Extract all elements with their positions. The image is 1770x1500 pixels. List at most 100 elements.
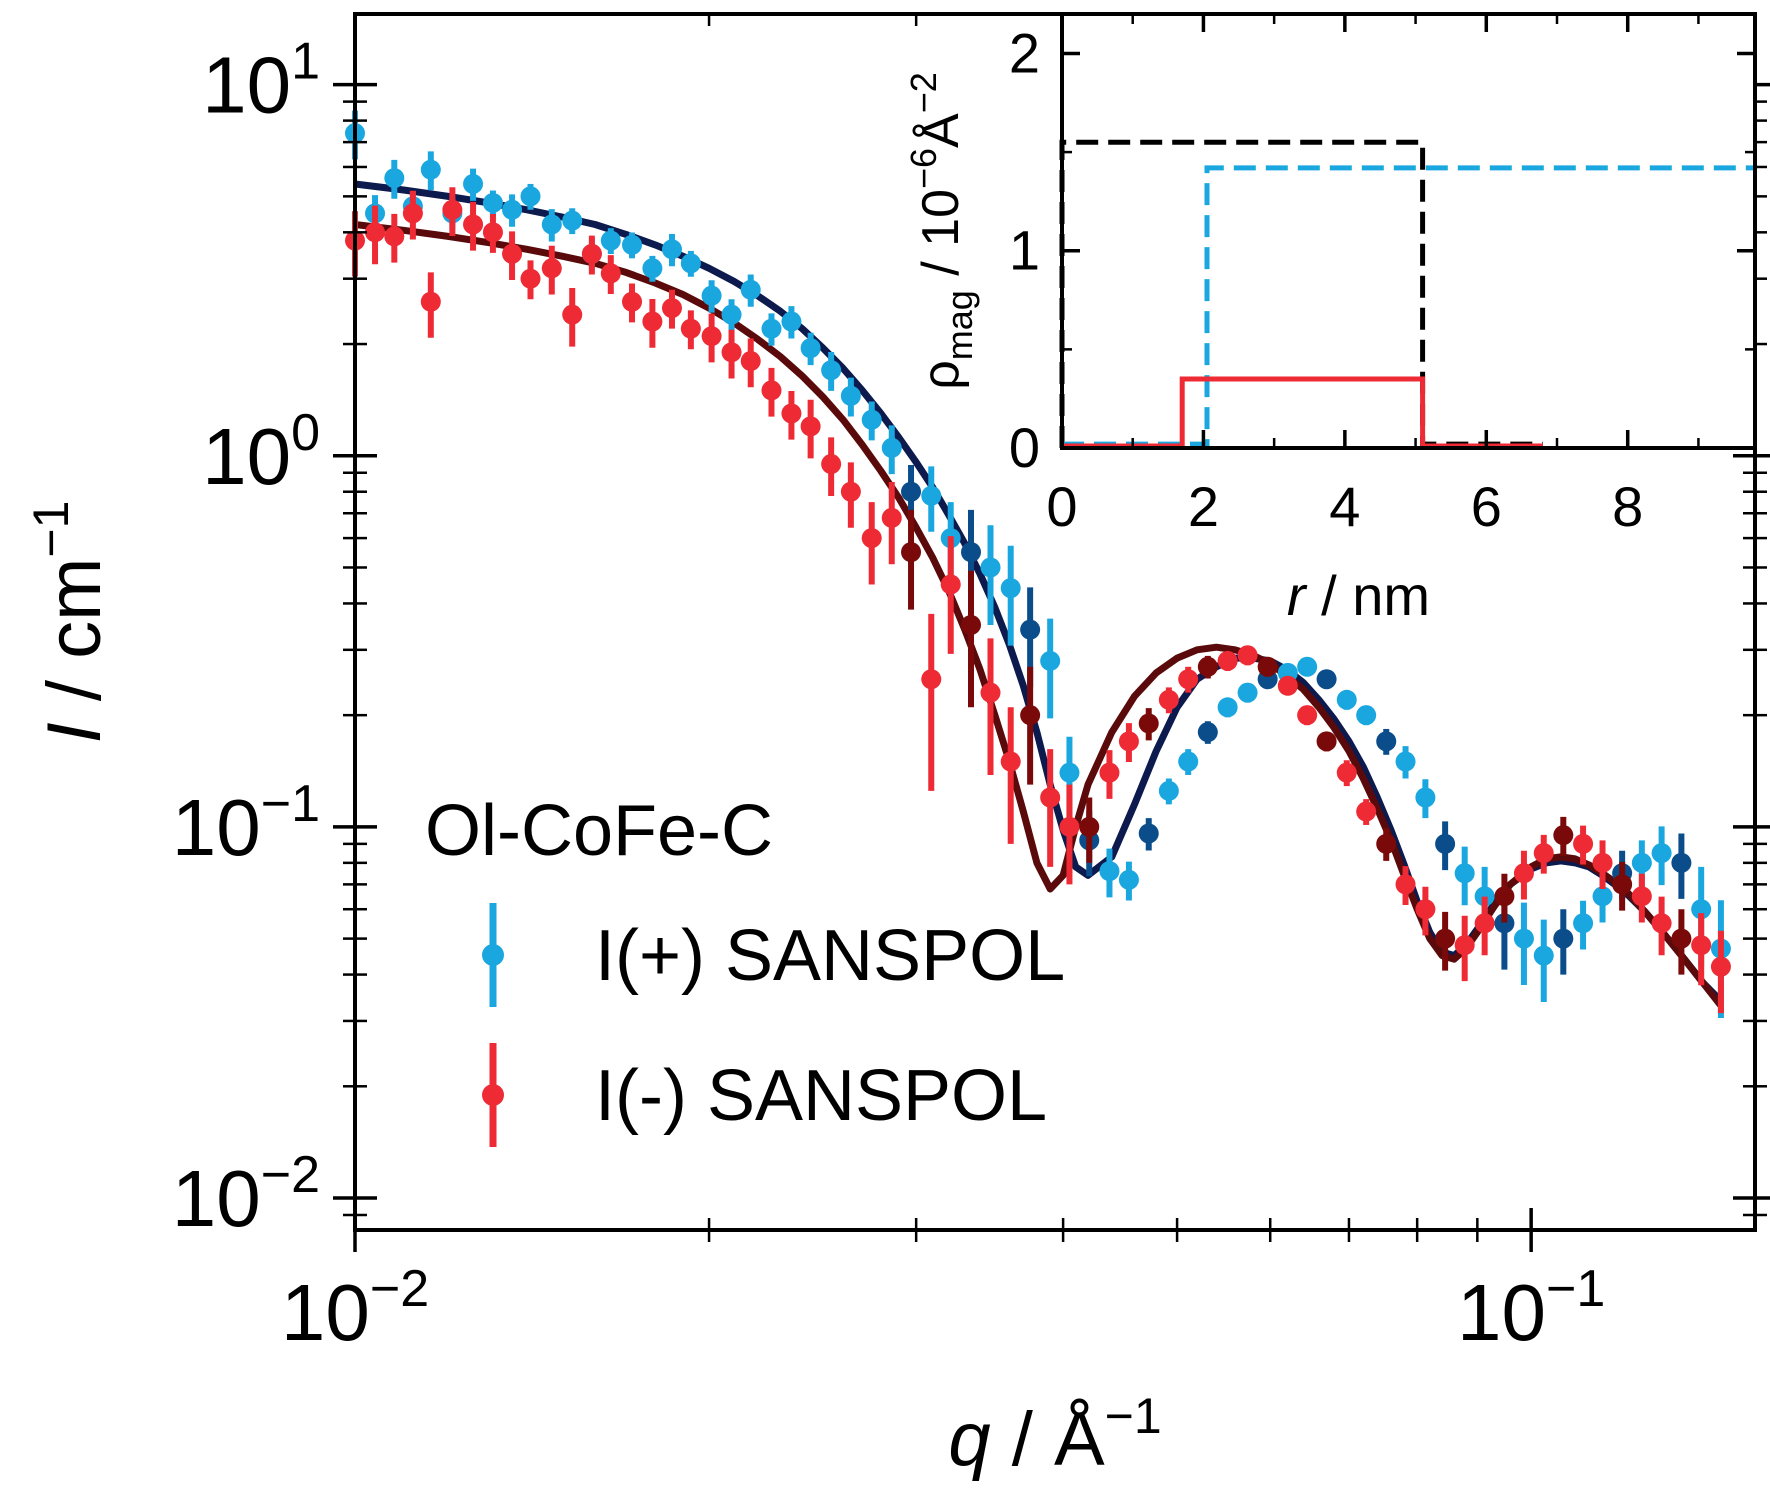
data-point-plus xyxy=(600,228,621,255)
marker xyxy=(502,199,523,220)
data-point-plus xyxy=(761,313,782,346)
marker xyxy=(781,311,802,332)
data-point-minus xyxy=(420,272,441,338)
data-point-plus xyxy=(1454,846,1475,906)
y-tick-label-exponent: −1 xyxy=(261,775,320,833)
marker xyxy=(821,454,842,475)
inset-frame xyxy=(1060,12,1757,450)
marker xyxy=(1454,935,1475,956)
marker xyxy=(1217,697,1238,718)
marker xyxy=(1612,874,1633,895)
marker xyxy=(1000,751,1021,772)
data-point-minus xyxy=(502,231,523,281)
data-point-plus xyxy=(840,377,861,417)
data-point-minus xyxy=(1217,650,1238,671)
x-axis-variable: q xyxy=(948,1397,990,1482)
marker xyxy=(1197,656,1218,677)
marker xyxy=(1573,833,1594,854)
data-point-plus xyxy=(1099,848,1120,898)
data-point-minus xyxy=(1000,707,1021,844)
marker xyxy=(1691,899,1712,920)
data-point-plus xyxy=(800,332,821,366)
data-point-minus xyxy=(1710,930,1731,1014)
marker xyxy=(642,258,663,279)
marker xyxy=(520,268,541,289)
data-point-plus xyxy=(1671,833,1692,899)
inset-plot: 0 2 4 6 8 0 1 2 r / nm ρmag / 10−6Å−2 xyxy=(903,12,1757,627)
legend-marker-plus xyxy=(482,903,504,1007)
data-point-minus xyxy=(1533,834,1554,874)
marker xyxy=(1553,825,1574,846)
marker xyxy=(1178,669,1199,690)
data-point-minus xyxy=(1356,799,1377,825)
data-point-minus xyxy=(1138,708,1159,741)
marker xyxy=(502,243,523,264)
data-point-minus xyxy=(1691,913,1712,986)
data-point-plus xyxy=(482,190,503,217)
marker xyxy=(1336,689,1357,710)
data-point-plus xyxy=(463,168,484,201)
data-point-plus xyxy=(721,299,742,332)
marker xyxy=(1651,913,1672,934)
inset-x-tick-label: 0 xyxy=(1046,475,1077,538)
data-point-plus xyxy=(384,159,405,199)
data-point-minus xyxy=(1158,687,1179,714)
inset-y-unit2: Å xyxy=(912,113,970,148)
data-point-plus xyxy=(861,401,882,441)
data-point-minus xyxy=(881,481,902,565)
marker xyxy=(980,557,1001,578)
marker xyxy=(821,360,842,381)
marker xyxy=(680,253,701,274)
marker xyxy=(622,291,643,312)
data-point-plus xyxy=(622,232,643,259)
data-point-minus xyxy=(520,260,541,300)
inset-y-tick-label: 1 xyxy=(1009,219,1040,282)
marker xyxy=(740,351,761,372)
data-point-plus xyxy=(502,194,523,227)
marker xyxy=(1316,669,1337,690)
data-point-minus xyxy=(1197,655,1218,679)
data-point-plus xyxy=(420,151,441,191)
data-point-plus xyxy=(1217,697,1238,718)
y-tick-label-base: 10 xyxy=(202,41,291,130)
marker xyxy=(541,258,562,279)
x-axis-unit-exponent: −1 xyxy=(1105,1388,1162,1444)
legend: Ol-CoFe-C I(+) SANSPOL I(-) SANSPOL xyxy=(425,791,1065,1147)
marker xyxy=(1020,619,1041,640)
marker xyxy=(1197,722,1218,743)
data-point-minus xyxy=(721,329,742,379)
data-point-plus xyxy=(1513,902,1534,985)
marker xyxy=(1592,886,1613,907)
data-point-minus xyxy=(901,509,922,610)
data-point-plus xyxy=(541,209,562,242)
data-point-minus xyxy=(1277,675,1298,696)
marker xyxy=(881,507,902,528)
data-point-minus xyxy=(442,187,463,236)
inset-y-unit2-exponent: −2 xyxy=(903,72,944,113)
data-point-plus xyxy=(1118,861,1139,901)
marker xyxy=(482,222,503,243)
data-point-plus xyxy=(821,351,842,391)
data-point-plus xyxy=(520,183,541,210)
data-point-plus xyxy=(1316,669,1337,690)
marker xyxy=(921,485,942,506)
marker xyxy=(482,192,503,213)
data-point-plus xyxy=(1040,618,1061,719)
x-tick-label-base: 10 xyxy=(281,1268,370,1357)
marker xyxy=(721,342,742,363)
data-point-minus xyxy=(581,235,602,275)
inset-tick-labels: 0 2 4 6 8 0 1 2 xyxy=(1009,21,1643,538)
data-point-minus xyxy=(1651,896,1672,956)
y-tick-label-base: 10 xyxy=(202,412,291,501)
marker xyxy=(1454,863,1475,884)
marker xyxy=(1020,705,1041,726)
marker xyxy=(680,318,701,339)
marker xyxy=(1435,833,1456,854)
data-point-minus xyxy=(541,245,562,295)
data-point-minus xyxy=(1513,850,1534,900)
data-point-plus xyxy=(1158,778,1179,805)
marker xyxy=(1158,689,1179,710)
marker xyxy=(1573,913,1594,934)
marker xyxy=(761,380,782,401)
